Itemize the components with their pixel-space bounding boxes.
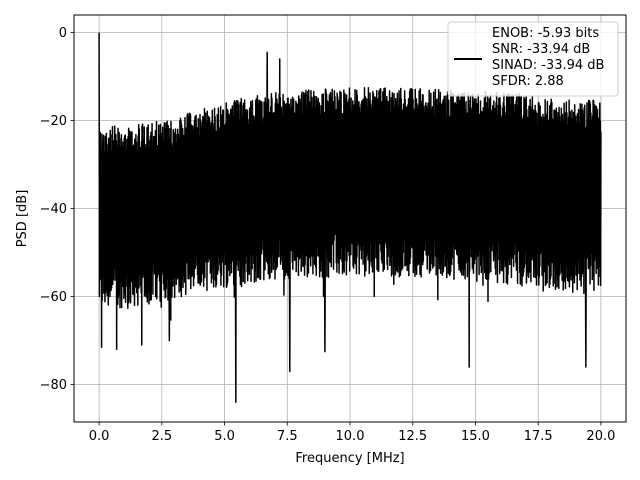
x-tick-label: 5.0: [214, 429, 235, 444]
y-axis-ticks: 0 −20 −40 −60 −80: [40, 26, 74, 393]
x-tick-label: 10.0: [336, 429, 365, 444]
y-axis-label: PSD [dB]: [15, 190, 30, 248]
y-tick-label: −80: [40, 378, 67, 393]
legend-entry-sfdr: SFDR: 2.88: [492, 74, 564, 89]
y-tick-label: −40: [40, 202, 67, 217]
psd-series: [98, 32, 602, 403]
legend: ENOB: -5.93 bits SNR: -33.94 dB SINAD: -…: [447, 21, 619, 97]
x-axis-label: Frequency [MHz]: [295, 451, 404, 466]
x-tick-label: 17.5: [524, 429, 553, 444]
legend-box: [447, 21, 619, 97]
x-tick-label: 15.0: [461, 429, 490, 444]
y-tick-label: 0: [59, 26, 67, 41]
legend-entry-sinad: SINAD: -33.94 dB: [492, 58, 604, 73]
x-tick-label: 12.5: [398, 429, 427, 444]
legend-entry-enob: ENOB: -5.93 bits: [492, 26, 599, 41]
psd-line: [98, 32, 602, 403]
x-tick-label: 20.0: [586, 429, 615, 444]
x-tick-label: 7.5: [277, 429, 298, 444]
x-tick-label: 2.5: [151, 429, 172, 444]
legend-entry-snr: SNR: -33.94 dB: [492, 42, 590, 57]
x-axis-ticks: 0.0 2.5 5.0 7.5 10.0 12.5 15.0 17.5 20.0: [89, 422, 615, 444]
y-tick-label: −20: [40, 114, 67, 129]
x-tick-label: 0.0: [89, 429, 110, 444]
y-tick-label: −60: [40, 290, 67, 305]
